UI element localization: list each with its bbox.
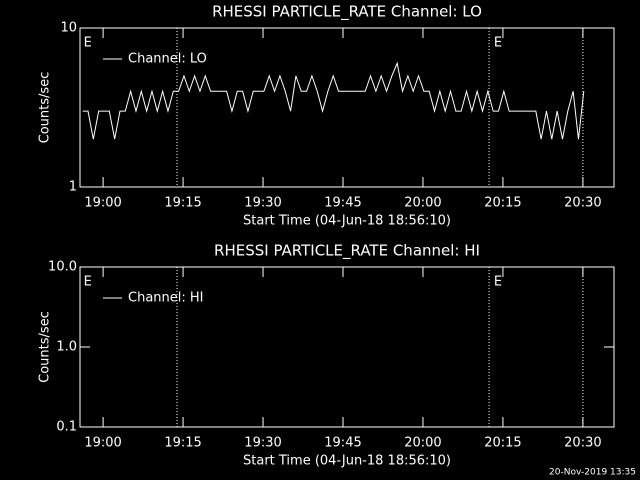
- y-tick-label: 0.1: [56, 420, 77, 435]
- x-tick-label: 19:30: [244, 436, 281, 451]
- x-axis-label: Start Time (04-Jun-18 18:56:10): [243, 454, 451, 469]
- footer: 20-Nov-2019 13:35: [549, 468, 636, 478]
- x-tick-label: 19:00: [84, 196, 121, 211]
- y-tick-label: 1.0: [56, 340, 77, 355]
- chart-title: RHESSI PARTICLE_RATE Channel: HI: [214, 242, 480, 261]
- y-tick-label: 1: [69, 180, 77, 195]
- x-tick-label: 20:00: [404, 436, 441, 451]
- x-axis-label: Start Time (04-Jun-18 18:56:10): [243, 214, 451, 229]
- flag-label: E: [494, 275, 502, 290]
- x-tick-label: 20:00: [404, 196, 441, 211]
- plot-frame: [79, 27, 615, 188]
- y-axis-label: Counts/sec: [38, 72, 53, 144]
- x-tick-label: 19:00: [84, 436, 121, 451]
- x-tick-label: 19:15: [164, 436, 201, 451]
- y-axis-label: Counts/sec: [38, 311, 53, 383]
- x-tick-label: 19:45: [324, 196, 361, 211]
- x-tick-label: 20:15: [484, 196, 521, 211]
- legend-label: Channel: LO: [128, 52, 207, 67]
- flag-label: E: [84, 36, 92, 51]
- x-tick-label: 19:45: [324, 436, 361, 451]
- x-tick-label: 20:30: [564, 196, 601, 211]
- y-tick-label: 10.0: [48, 260, 77, 275]
- x-tick-label: 20:30: [564, 436, 601, 451]
- x-tick-label: 19:15: [164, 196, 201, 211]
- legend-label: Channel: HI: [128, 291, 204, 306]
- data-line: [82, 61, 585, 140]
- x-tick-label: 19:30: [244, 196, 281, 211]
- chart-title: RHESSI PARTICLE_RATE Channel: LO: [212, 3, 482, 22]
- y-tick-label: 10: [60, 21, 77, 36]
- flag-label: E: [494, 36, 502, 51]
- flag-label: E: [84, 275, 92, 290]
- x-tick-label: 20:15: [484, 436, 521, 451]
